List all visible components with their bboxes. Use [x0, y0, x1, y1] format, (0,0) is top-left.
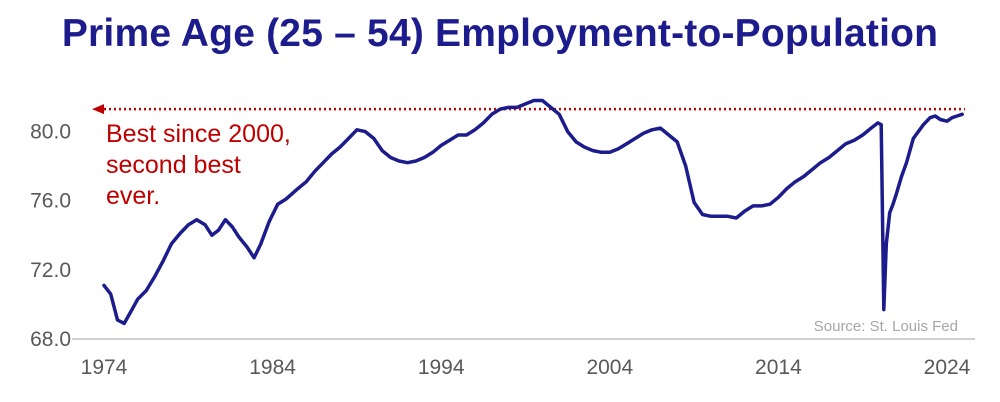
x-tick-label: 2014 — [755, 356, 802, 379]
x-tick-label: 1974 — [81, 356, 128, 379]
chart-title: Prime Age (25 – 54) Employment-to-Popula… — [61, 12, 939, 55]
annotation: Best since 2000, second best ever. — [106, 119, 291, 212]
annotation-line-2: second best — [106, 151, 241, 179]
plot-area — [102, 98, 964, 326]
x-tick-label: 1984 — [249, 356, 296, 379]
x-tick-label: 2024 — [924, 356, 971, 379]
reference-line-arrowhead — [92, 104, 104, 115]
x-tick-label: 2004 — [586, 356, 633, 379]
annotation-line-1: Best since 2000, — [106, 120, 291, 148]
y-tick-label: 68.0 — [30, 328, 71, 351]
tick-labels: 68.0 72.0 76.0 80.0 1974 1984 1994 2004 2014 2024 — [30, 121, 971, 379]
annotation-line-3: ever. — [106, 182, 161, 210]
y-tick-label: 72.0 — [30, 259, 71, 282]
source-note: Source: St. Louis Fed — [813, 318, 958, 335]
x-tick-label: 1994 — [418, 356, 465, 379]
reference-line-group — [92, 104, 965, 115]
y-tick-label: 80.0 — [30, 121, 71, 144]
y-tick-label: 76.0 — [30, 190, 71, 213]
